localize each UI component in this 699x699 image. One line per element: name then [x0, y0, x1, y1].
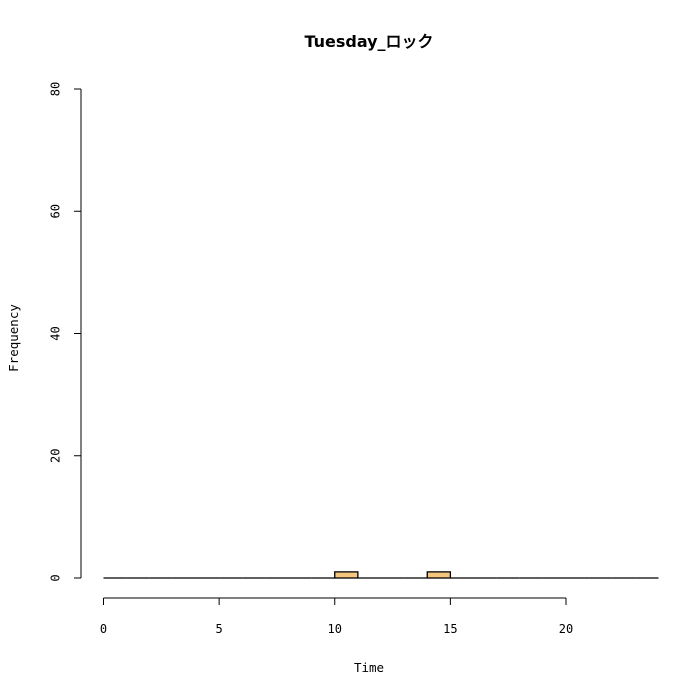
x-axis-label: Time: [354, 660, 384, 675]
y-axis-ticks: 0 20 40 60 80: [49, 82, 81, 582]
histogram-bar: [426, 571, 452, 579]
y-tick-label: 80: [49, 82, 63, 96]
x-tick-label: 5: [216, 622, 223, 636]
histogram-bars: [103, 571, 659, 579]
histogram-bar: [334, 571, 359, 579]
x-tick-label: 10: [328, 622, 342, 636]
y-tick-label: 0: [49, 574, 63, 581]
y-tick-label: 20: [49, 449, 63, 463]
x-axis-ticks: 0 5 10 15 20: [100, 598, 573, 636]
x-tick-label: 20: [559, 622, 573, 636]
y-tick-label: 60: [49, 204, 63, 218]
x-tick-label: 0: [100, 622, 107, 636]
y-axis-label: Frequency: [6, 304, 21, 372]
y-tick-label: 40: [49, 326, 63, 340]
chart-title: Tuesday_ロック: [304, 32, 433, 51]
x-tick-label: 15: [443, 622, 457, 636]
